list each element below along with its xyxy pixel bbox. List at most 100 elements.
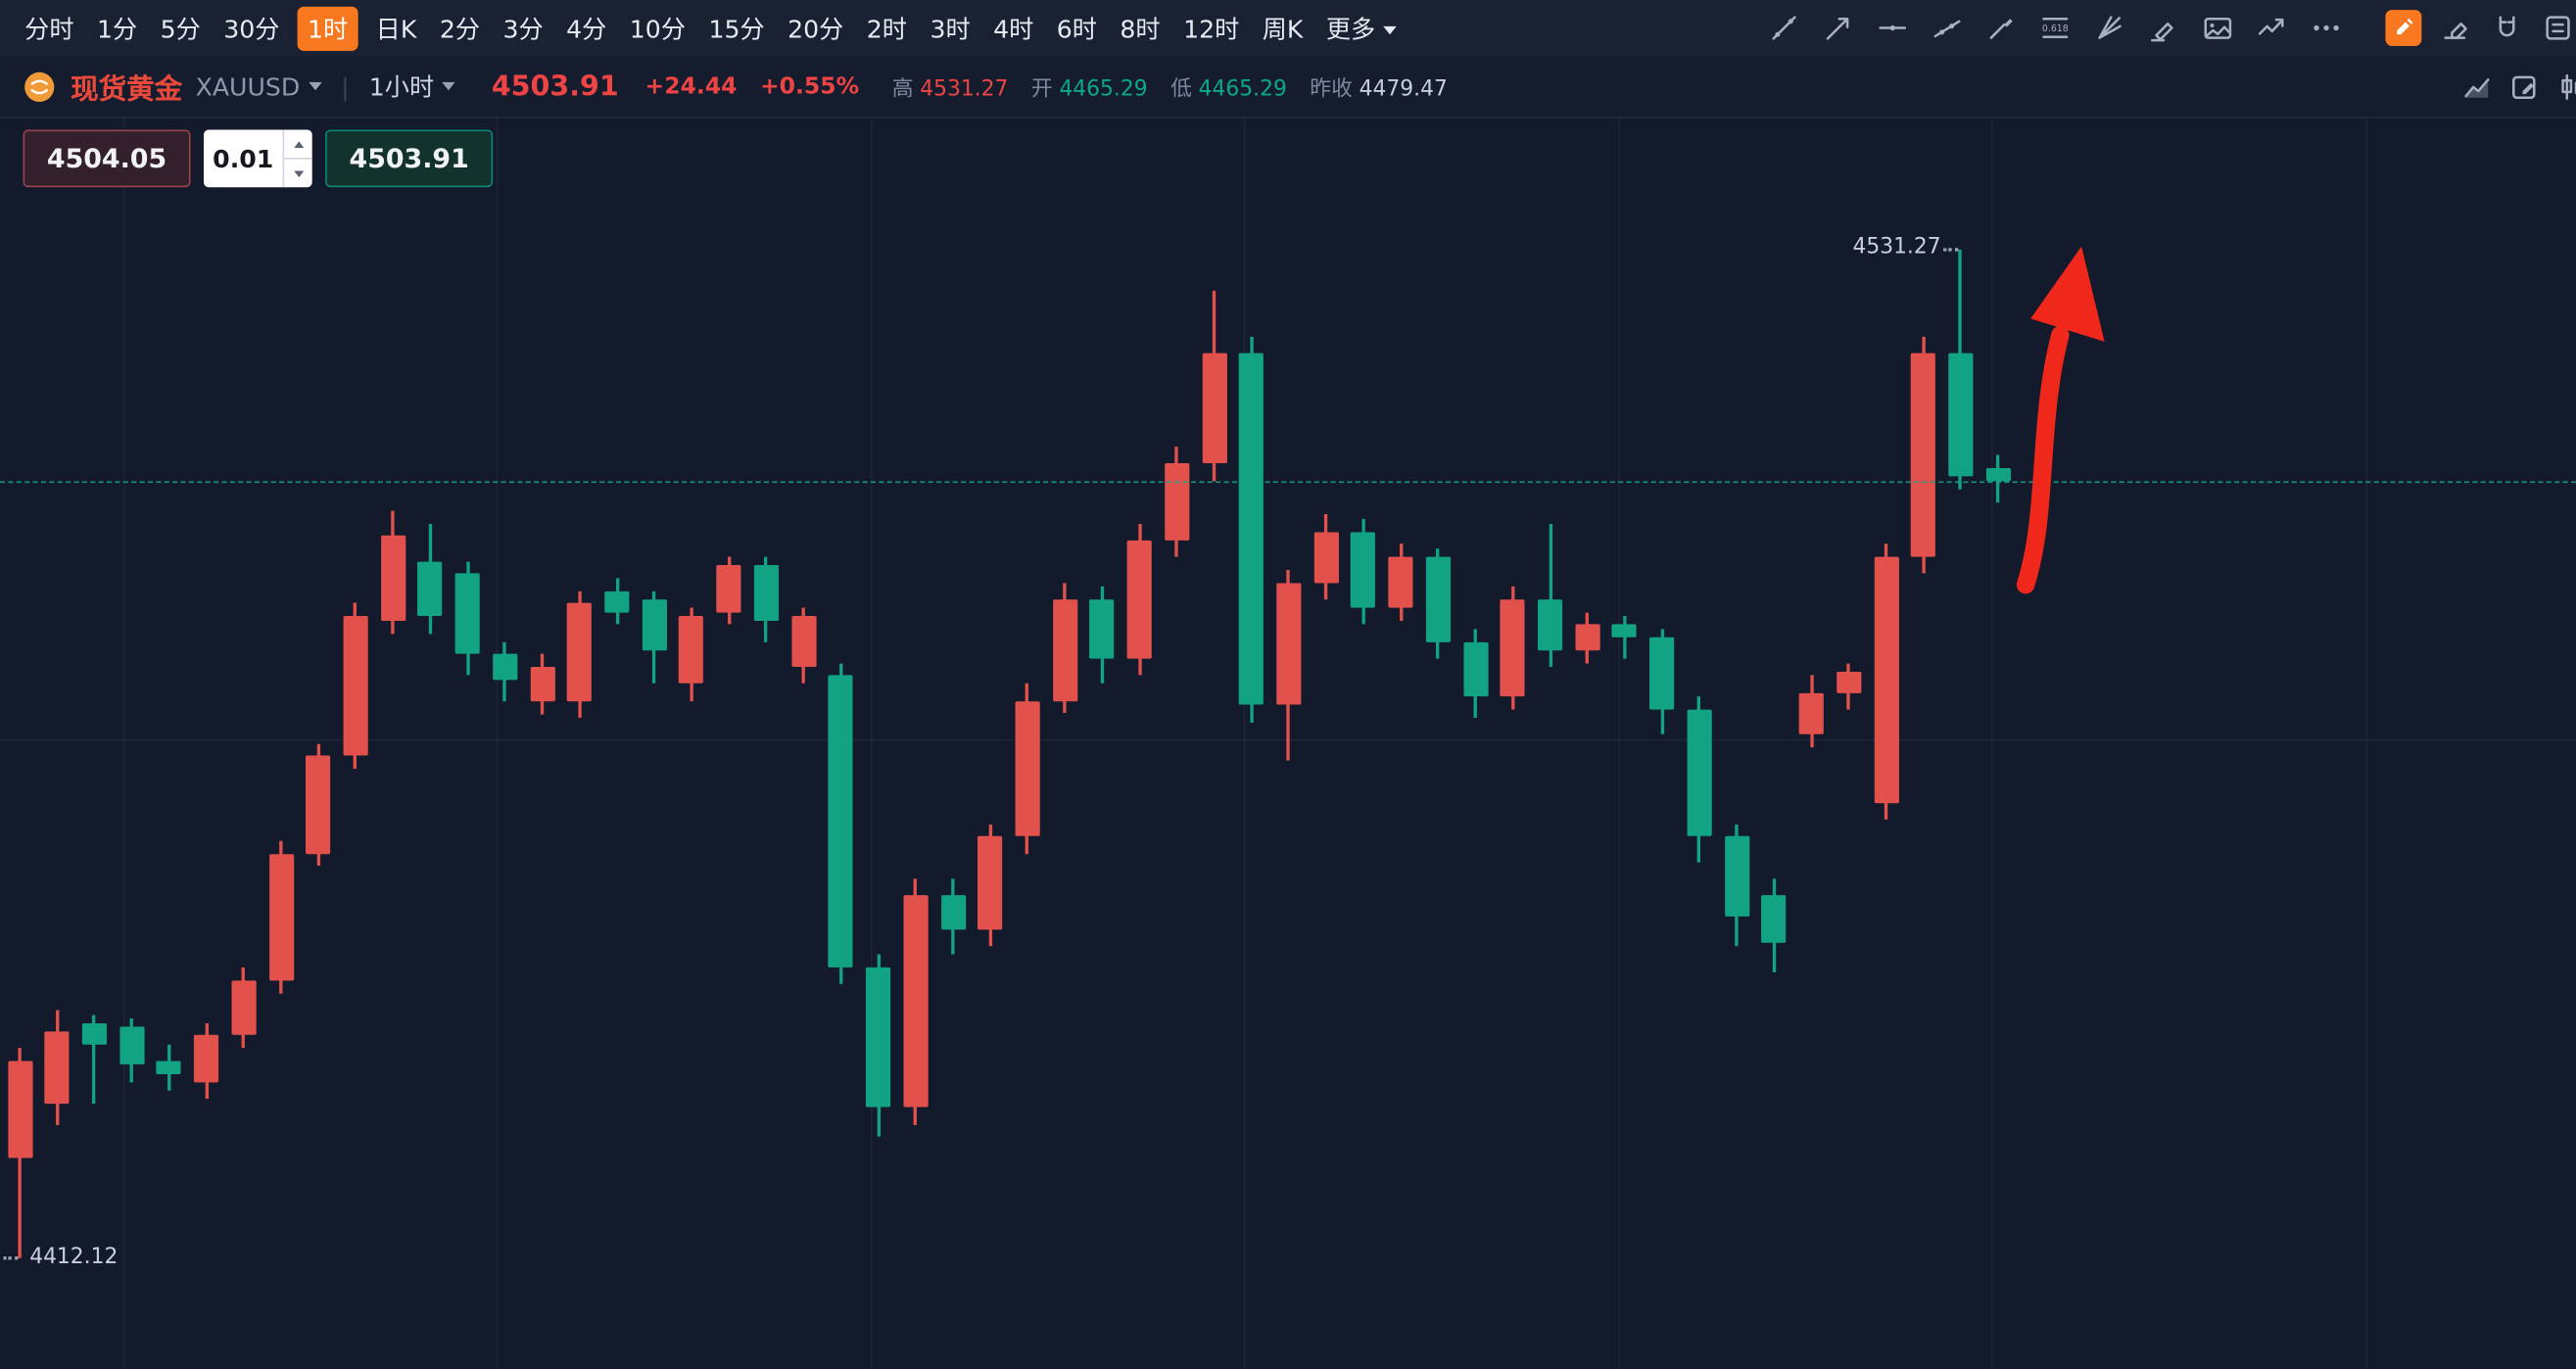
edit-note-icon[interactable] [2508, 71, 2542, 104]
candle-up [716, 565, 741, 613]
quantity-decrease-button[interactable] [284, 158, 312, 187]
compose-icon[interactable] [2385, 10, 2422, 46]
ray-line-icon[interactable] [1931, 12, 1964, 45]
quantity-increase-button[interactable] [284, 130, 312, 159]
horizontal-line-icon[interactable] [1876, 12, 1909, 45]
timeframe-8时[interactable]: 8时 [1120, 14, 1161, 44]
candle-up [44, 1031, 70, 1104]
candle-down [1985, 468, 2011, 482]
gridline-vertical [1990, 118, 1993, 1369]
brush-icon[interactable] [1984, 12, 2018, 45]
candle-down [1649, 637, 1675, 710]
fib-retracement-icon[interactable]: 0.618 [2039, 12, 2073, 45]
timeframe-5分[interactable]: 5分 [160, 14, 201, 44]
price-change-percent: +0.55% [759, 72, 860, 100]
sell-button[interactable]: 4504.05 [23, 129, 191, 188]
timeframe-2时[interactable]: 2时 [866, 14, 907, 44]
magnet-icon[interactable] [2491, 12, 2524, 45]
candle-up [1276, 582, 1302, 706]
timeframe-4时[interactable]: 4时 [993, 14, 1034, 44]
marker-icon[interactable] [2147, 12, 2180, 45]
low-price-label: 4412.12 [29, 1246, 119, 1271]
candle-wick [1623, 616, 1627, 659]
symbol-bar-icons [2461, 71, 2576, 104]
timeframe-group: 分时 1分 5分 30分 1时 日K 2分 3分 4分 10分 15分 20分 2时 3时 4时 6时 8时 12… [13, 5, 1314, 51]
candle-up [1313, 531, 1339, 583]
open-label: 开 [1030, 76, 1053, 102]
candle-up [1015, 700, 1040, 837]
timeframe-周K[interactable]: 周K [1262, 14, 1304, 44]
layers-icon[interactable] [2542, 12, 2575, 45]
candle-up [1575, 625, 1600, 650]
candle-down [492, 654, 518, 681]
symbol-name: 现货黄金 [71, 73, 183, 108]
eraser-icon[interactable] [2440, 12, 2473, 45]
candle-up [343, 616, 368, 757]
more-label: 更多 [1325, 14, 1376, 44]
trend-arrow-icon[interactable] [1822, 12, 1855, 45]
area-chart-icon[interactable] [2461, 71, 2495, 104]
more-timeframes-button[interactable]: 更多 [1314, 11, 1408, 45]
gann-fan-icon[interactable] [2093, 12, 2126, 45]
last-price: 4503.91 [491, 70, 619, 103]
candle-chart-icon[interactable] [2556, 71, 2576, 104]
gridline-vertical [496, 118, 499, 1369]
timeframe-1时[interactable]: 1时 [297, 5, 358, 51]
symbol-bar: 现货黄金 XAUUSD | 1小时 4503.91 +24.44 +0.55% … [0, 56, 2576, 118]
timeframe-30分[interactable]: 30分 [223, 14, 280, 44]
timeframe-2分[interactable]: 2分 [439, 14, 481, 44]
candle-down [1724, 836, 1749, 918]
candle-down [1089, 599, 1115, 659]
timeframe-20分[interactable]: 20分 [787, 14, 844, 44]
timeframe-15分[interactable]: 15分 [708, 14, 765, 44]
candle-up [1164, 463, 1190, 541]
wave-arrow-icon[interactable] [2256, 12, 2289, 45]
candle-down [1462, 641, 1488, 697]
buy-price: 4503.91 [349, 142, 469, 174]
gridline-vertical [2364, 118, 2367, 1369]
prev-close-value: 4479.47 [1359, 76, 1448, 102]
candle-up [268, 853, 294, 981]
low-value: 4465.29 [1198, 76, 1287, 102]
candle-down [156, 1061, 182, 1074]
timeframe-4分[interactable]: 4分 [566, 14, 607, 44]
low-label: 低 [1170, 76, 1192, 102]
candle-down [828, 675, 854, 968]
timeframe-10分[interactable]: 10分 [629, 14, 686, 44]
timeframe-3分[interactable]: 3分 [502, 14, 544, 44]
timeframe-分时[interactable]: 分时 [24, 14, 74, 44]
candle-up [1798, 692, 1824, 735]
candle-wick [92, 1014, 97, 1104]
candle-up [194, 1035, 219, 1082]
candle-up [1052, 599, 1077, 701]
timeframe-3时[interactable]: 3时 [930, 14, 971, 44]
candle-up [306, 756, 331, 854]
top-toolbar: 分时 1分 5分 30分 1时 日K 2分 3分 4分 10分 15分 20分 2时 3时 4时 6时 8时 12… [0, 0, 2576, 57]
buy-button[interactable]: 4503.91 [325, 129, 494, 188]
gridline-vertical [1243, 118, 1246, 1369]
trend-line-icon[interactable] [1768, 12, 1801, 45]
candle-down [1537, 599, 1563, 650]
divider: | [341, 71, 350, 102]
candle-down [1687, 709, 1712, 837]
more-ellipsis-icon[interactable] [2310, 12, 2343, 45]
timeframe-1分[interactable]: 1分 [96, 14, 138, 44]
symbol-selector[interactable]: XAUUSD [182, 71, 322, 101]
candle-up [679, 616, 704, 684]
image-icon[interactable] [2202, 12, 2235, 45]
timeframe-日K[interactable]: 日K [375, 14, 417, 44]
candle-down [119, 1026, 145, 1065]
timeframe-12时[interactable]: 12时 [1183, 14, 1240, 44]
candle-down [81, 1022, 107, 1044]
candle-down [417, 561, 443, 617]
up-arrow-icon [293, 140, 304, 148]
candle-down [454, 574, 480, 655]
timeframe-6时[interactable]: 6时 [1056, 14, 1097, 44]
candle-up [231, 980, 257, 1036]
gridline-vertical [870, 118, 872, 1369]
quantity-input[interactable]: 0.01 [203, 129, 312, 188]
low-marker-dots [3, 1256, 19, 1261]
interval-selector[interactable]: 1小时 [369, 69, 455, 103]
